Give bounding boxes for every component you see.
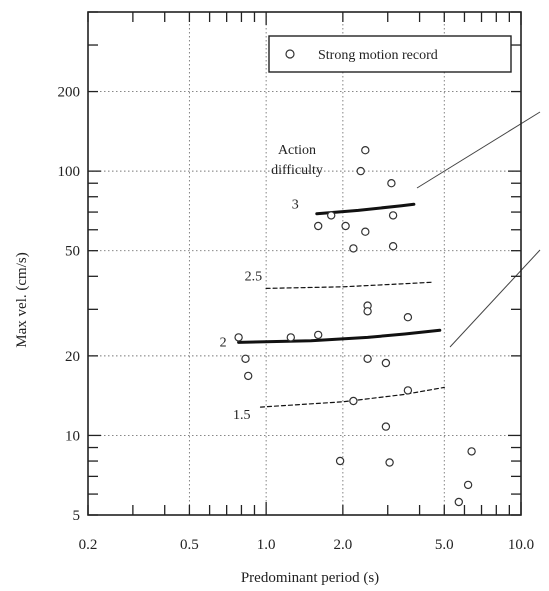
data-point <box>381 358 391 368</box>
x-tick-label: 1.0 <box>257 537 276 553</box>
leader-lines <box>416 111 541 348</box>
curve-3 <box>315 202 416 216</box>
x-tick-label: 10.0 <box>508 537 534 553</box>
curve-2 <box>237 328 442 344</box>
legend-marker <box>285 49 295 59</box>
data-point <box>467 447 476 456</box>
data-point <box>234 333 243 342</box>
annotation-line-2: difficulty <box>271 163 323 178</box>
y-tick-label: 5 <box>73 508 81 524</box>
data-point <box>349 244 358 253</box>
annotation-line-1: Action <box>278 143 316 158</box>
curve-2-5 <box>265 281 434 289</box>
data-point <box>314 330 323 340</box>
annotation-action-difficulty: Action difficulty <box>271 143 323 178</box>
legend: Strong motion record <box>268 35 512 73</box>
y-axis-title: Max vel. (cm/s) <box>14 252 30 347</box>
x-tick-label: 2.0 <box>333 537 352 553</box>
data-point <box>286 333 295 342</box>
x-tick-label: 0.5 <box>180 537 199 553</box>
difficulty-curves: 3 2.5 2 1.5 <box>220 198 445 423</box>
data-point <box>403 313 413 322</box>
curve-label: 2.5 <box>245 269 263 284</box>
x-tick-label: 0.2 <box>79 537 98 553</box>
data-point <box>387 178 396 188</box>
legend-box <box>268 35 512 73</box>
data-point <box>403 386 413 395</box>
curve-label: 2 <box>220 335 227 350</box>
y-tick-label: 50 <box>65 244 80 260</box>
grid-lines <box>88 12 521 515</box>
data-point <box>363 354 372 363</box>
data-point <box>241 354 250 363</box>
plot-frame <box>87 11 522 516</box>
y-tick-label: 100 <box>58 164 81 180</box>
data-point <box>361 145 370 155</box>
axis-ticks <box>87 11 522 516</box>
data-point <box>381 422 391 431</box>
data-point <box>314 221 323 231</box>
data-point <box>388 241 398 251</box>
curve-1-5 <box>259 386 445 408</box>
legend-label: Strong motion record <box>318 48 438 63</box>
leader-line-upper <box>416 111 541 189</box>
leader-line-lower <box>449 249 541 348</box>
data-point <box>327 211 336 220</box>
y-tick-label: 10 <box>65 428 80 444</box>
data-point <box>385 458 394 467</box>
tick-labels: 0.2 0.5 1.0 2.0 5.0 10.0 5 10 20 50 100 200 <box>58 85 535 553</box>
data-point <box>243 371 253 381</box>
curve-label: 1.5 <box>233 408 251 423</box>
curve-label: 3 <box>292 198 299 213</box>
data-points <box>234 145 476 507</box>
data-point <box>341 221 350 231</box>
data-point <box>349 396 358 406</box>
data-point <box>463 480 473 490</box>
data-point <box>335 456 345 466</box>
data-point <box>388 211 398 220</box>
data-point <box>361 227 370 236</box>
y-tick-label: 20 <box>65 349 80 365</box>
y-tick-label: 200 <box>58 85 81 101</box>
x-axis-title: Predominant period (s) <box>241 570 379 586</box>
data-point <box>356 166 365 176</box>
data-point <box>363 307 372 316</box>
data-point <box>454 497 463 507</box>
x-tick-label: 5.0 <box>435 537 454 553</box>
